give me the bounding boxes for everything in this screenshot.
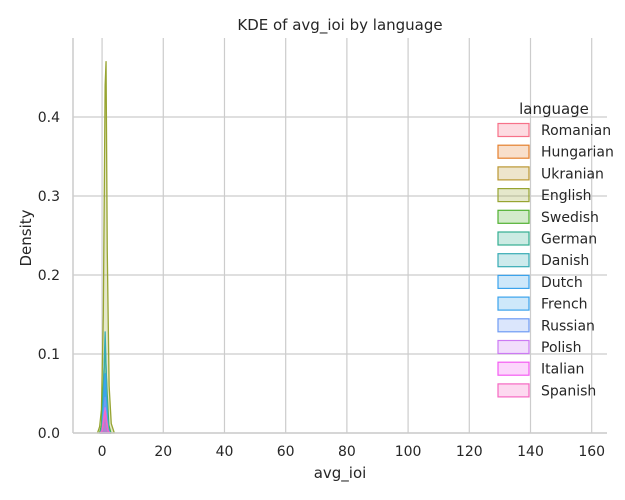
x-tick-label: 100 <box>395 444 422 460</box>
x-tick-label: 20 <box>154 444 172 460</box>
series-areas <box>96 61 115 434</box>
x-tick-label: 60 <box>277 444 295 460</box>
legend-label-hungarian: Hungarian <box>541 145 614 161</box>
y-tick-label: 0.1 <box>38 347 60 363</box>
x-tick-label: 80 <box>338 444 356 460</box>
legend-label-swedish: Swedish <box>541 210 599 226</box>
x-axis-label: avg_ioi <box>314 464 367 483</box>
kde-area-english <box>96 61 115 434</box>
chart-title: KDE of avg_ioi by language <box>237 16 442 35</box>
legend-swatch-ukranian <box>497 166 530 181</box>
legend-swatch-polish <box>497 339 530 355</box>
y-tick-label: 0.4 <box>38 110 60 126</box>
x-tick-label: 140 <box>517 444 544 460</box>
axes: 0 20 40 60 80 100 120 140 160 0.0 0.1 0.2 0.3 0.4 <box>38 38 607 460</box>
legend-swatch-hungarian <box>497 144 530 159</box>
legend-swatch-italian <box>497 361 530 376</box>
legend-label-polish: Polish <box>541 340 581 356</box>
legend-label-dutch: Dutch <box>541 275 583 291</box>
legend-label-ukranian: Ukranian <box>541 166 604 182</box>
x-tick-label: 120 <box>456 444 483 460</box>
legend-swatch-dutch <box>497 274 530 289</box>
legend-swatch-spanish <box>497 383 530 398</box>
y-tick-label: 0.2 <box>38 268 60 284</box>
x-tick-label: 40 <box>216 444 234 460</box>
legend-swatch-french <box>497 296 530 311</box>
legend: language Romanian Hungarian Ukranian Englis… <box>497 100 614 399</box>
legend-label-russian: Russian <box>541 318 595 334</box>
legend-label-romanian: Romanian <box>541 123 611 139</box>
legend-label-italian: Italian <box>541 362 584 378</box>
legend-label-german: German <box>541 232 597 248</box>
legend-title: language <box>519 100 589 118</box>
legend-swatch-romanian <box>497 122 530 138</box>
legend-swatch-german <box>497 231 530 246</box>
legend-label-french: French <box>541 297 588 313</box>
x-tick-label: 160 <box>578 444 605 460</box>
legend-swatch-danish <box>497 253 530 268</box>
legend-label-danish: Danish <box>541 253 589 269</box>
x-tick-label: 0 <box>98 444 107 460</box>
grid-lines <box>73 38 607 434</box>
legend-label-spanish: Spanish <box>541 383 596 399</box>
y-tick-label: 0.3 <box>38 189 60 205</box>
legend-label-english: English <box>541 188 592 204</box>
legend-swatch-swedish <box>497 209 530 224</box>
legend-swatch-russian <box>497 318 530 333</box>
y-tick-label: 0.0 <box>38 426 60 442</box>
legend-swatch-english <box>497 188 530 203</box>
y-axis-label: Density <box>17 209 35 266</box>
